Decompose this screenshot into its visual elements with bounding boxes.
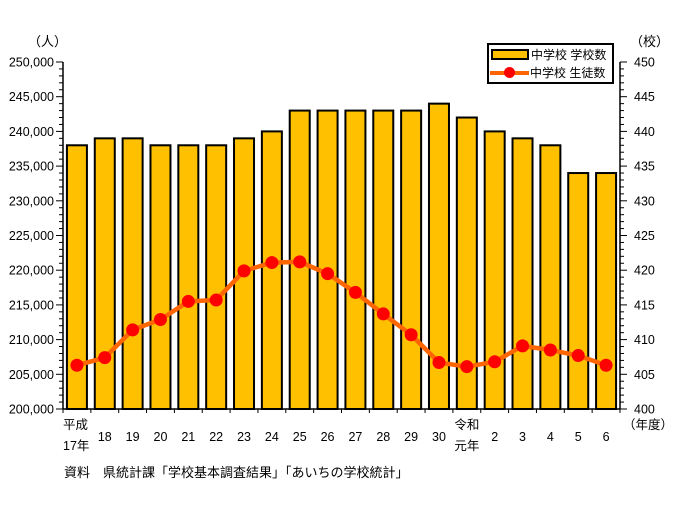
students-marker-24 <box>265 256 279 270</box>
legend-bar-swatch-icon <box>491 49 529 60</box>
students-marker-21 <box>181 294 195 308</box>
left-axis-tick-label: 205,000 <box>9 368 54 382</box>
students-marker-25 <box>293 255 307 269</box>
x-axis-label: 17年 <box>63 439 89 453</box>
students-marker-27 <box>348 285 362 299</box>
legend-line-swatch-icon <box>490 67 529 78</box>
right-axis-tick-label: 410 <box>634 333 655 347</box>
bar-6 <box>595 172 618 410</box>
right-axis-tick-label: 400 <box>634 403 655 417</box>
left-axis-tick-label: 210,000 <box>9 333 54 347</box>
students-marker-6 <box>599 358 613 372</box>
legend-label-schools: 中学校 学校数 <box>531 48 607 62</box>
students-marker-26 <box>321 267 335 281</box>
bar-28 <box>372 109 395 411</box>
right-axis-unit-label: （校） <box>630 34 670 49</box>
bar-24 <box>260 130 283 410</box>
right-axis-tick-label: 420 <box>634 264 655 278</box>
x-axis-label: 22 <box>209 430 223 444</box>
x-axis-label: 元年 <box>454 439 479 453</box>
bar-20 <box>149 144 172 410</box>
bar-18 <box>93 137 116 410</box>
left-axis-tick-label: 230,000 <box>9 194 54 208</box>
x-axis-label: 25 <box>293 430 307 444</box>
students-marker-5 <box>571 349 585 363</box>
bar-5 <box>567 172 590 410</box>
x-axis-label: 19 <box>126 430 140 444</box>
legend-marker-dot-icon <box>504 67 515 78</box>
students-marker-23 <box>237 264 251 278</box>
x-axis-label: 5 <box>575 430 582 444</box>
students-marker-19 <box>126 323 140 337</box>
x-axis-label: 令和 <box>454 417 479 432</box>
bar-19 <box>121 137 144 410</box>
bar-21 <box>177 144 200 410</box>
x-axis-label: 24 <box>265 430 279 444</box>
bar-4 <box>539 144 562 410</box>
right-axis-tick-label: 425 <box>634 229 655 243</box>
x-axis-label: 26 <box>321 430 335 444</box>
left-axis-tick-label: 245,000 <box>9 90 54 104</box>
x-axis-label: 2 <box>491 430 498 444</box>
students-marker-18 <box>98 351 112 365</box>
legend-row-schools: 中学校 学校数 <box>490 46 611 63</box>
left-axis-tick-label: 220,000 <box>9 264 54 278</box>
right-axis-tick-label: 450 <box>634 56 655 70</box>
bar-3 <box>511 137 534 410</box>
students-marker-4 <box>543 343 557 357</box>
students-marker-29 <box>404 328 418 342</box>
x-axis-label: 29 <box>404 430 418 444</box>
students-marker-2 <box>488 355 502 369</box>
bar-29 <box>400 109 423 411</box>
x-axis-label: 4 <box>547 430 554 444</box>
x-axis-label: 18 <box>98 430 112 444</box>
bar-26 <box>316 109 339 411</box>
right-axis-tick-label: 445 <box>634 90 655 104</box>
source-note: 資料 県統計課「学校基本調査結果」「あいちの学校統計」 <box>64 465 409 480</box>
bar-27 <box>344 109 367 411</box>
students-marker-28 <box>376 307 390 321</box>
left-axis-tick-label: 225,000 <box>9 229 54 243</box>
right-axis-tick-label: 415 <box>634 298 655 312</box>
students-marker-令和元年 <box>460 360 474 374</box>
right-axis-tick-label: 435 <box>634 160 655 174</box>
bar-22 <box>205 144 228 410</box>
legend-label-students: 中学校 生徒数 <box>530 66 606 80</box>
students-marker-22 <box>209 293 223 307</box>
x-axis-label: 23 <box>237 430 251 444</box>
x-axis-label: 21 <box>181 430 195 444</box>
left-axis-tick-label: 235,000 <box>9 160 54 174</box>
x-axis-label: 30 <box>432 430 446 444</box>
students-marker-平成17年 <box>70 358 84 372</box>
left-axis-tick-label: 215,000 <box>9 298 54 312</box>
students-marker-3 <box>516 339 530 353</box>
left-axis-tick-label: 240,000 <box>9 125 54 139</box>
x-axis-label: 6 <box>603 430 610 444</box>
legend-row-students: 中学校 生徒数 <box>490 64 611 81</box>
x-axis-label: 平成 <box>63 418 88 432</box>
legend: 中学校 学校数 中学校 生徒数 <box>487 43 614 84</box>
students-marker-20 <box>153 312 167 326</box>
x-axis-label: 20 <box>154 430 168 444</box>
left-axis-unit-label: （人） <box>28 34 68 49</box>
right-axis-tick-label: 405 <box>634 368 655 382</box>
right-axis-tick-label: 440 <box>634 125 655 139</box>
x-axis-label: 28 <box>376 430 390 444</box>
x-axis-label: 3 <box>519 430 526 444</box>
students-marker-30 <box>432 356 446 370</box>
right-axis-tick-label: 430 <box>634 194 655 208</box>
x-axis-unit-label: （年度） <box>623 418 673 432</box>
left-axis-tick-label: 250,000 <box>9 56 54 70</box>
left-axis-tick-label: 200,000 <box>9 403 54 417</box>
x-axis-label: 27 <box>348 430 362 444</box>
